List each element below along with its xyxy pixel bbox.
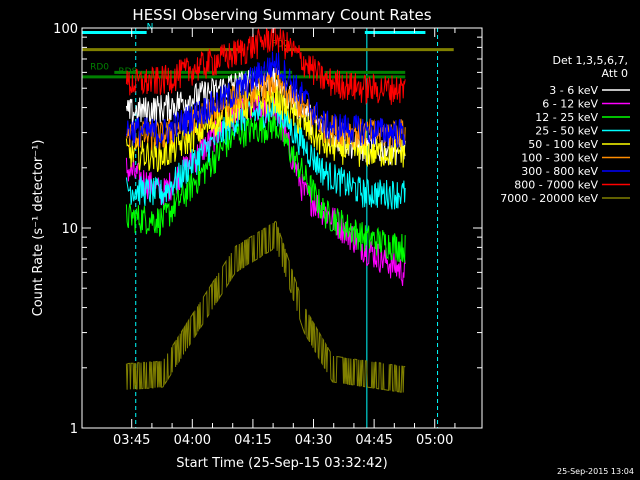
flag-label-fd2: FD2 [272, 40, 290, 50]
legend-label: 800 - 7000 keV [514, 179, 598, 192]
flag-label-n: N [147, 22, 154, 32]
axes: 1 10 100 03:45 04:00 04:15 04:30 04:45 05:00 [53, 22, 483, 448]
legend-label: 300 - 800 keV [521, 165, 598, 178]
x-tick-label: 04:45 [355, 433, 392, 448]
x-tick-label: 05:00 [416, 433, 453, 448]
series-line-7000-20000-kev [125, 220, 406, 393]
legend-label: 3 - 6 keV [549, 84, 598, 97]
x-tick-label: 04:00 [174, 433, 211, 448]
x-tick-label: 04:15 [234, 433, 271, 448]
legend-label: 6 - 12 keV [542, 98, 598, 111]
legend-label: 12 - 25 keV [535, 111, 598, 124]
series-line-12-25-kev [125, 112, 406, 263]
x-axis-label: Start Time (25-Sep-15 03:32:42) [176, 456, 387, 471]
series-line-300-800-kev [125, 51, 406, 149]
x-tick-label: 03:45 [113, 433, 150, 448]
flag-label-rd8: RD8 [118, 67, 137, 77]
legend-label: 50 - 100 keV [528, 138, 598, 151]
legend-label: 25 - 50 keV [535, 125, 598, 138]
y-tick-label: 10 [61, 222, 78, 237]
legend-label: 100 - 300 keV [521, 152, 598, 165]
plot-area: N FD2 RD0 RD8 [82, 22, 454, 428]
legend-header-1: Det 1,3,5,6,7, [552, 54, 628, 67]
timestamp: 25-Sep-2015 13:04 [557, 467, 634, 476]
chart-title: HESSI Observing Summary Count Rates [132, 6, 431, 24]
flag-label-rd0: RD0 [90, 62, 109, 72]
x-tick-label: 04:30 [295, 433, 332, 448]
series-line-25-50-kev [125, 95, 406, 210]
y-axis-label: Count Rate (s⁻¹ detector⁻¹) [31, 140, 46, 317]
y-tick-label: 1 [70, 422, 78, 437]
series-line-800-7000-kev [125, 27, 406, 105]
legend-label: 7000 - 20000 keV [500, 192, 598, 205]
y-tick-label: 100 [53, 22, 78, 37]
legend-header-2: Att 0 [602, 67, 628, 80]
